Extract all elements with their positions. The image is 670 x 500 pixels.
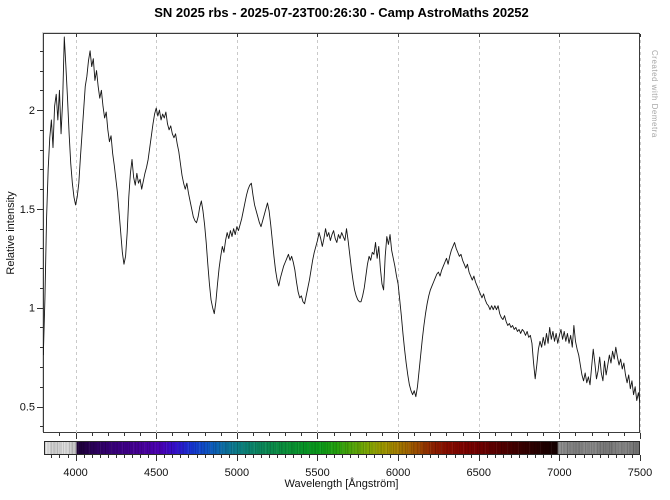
spectrum-curve [43, 36, 640, 403]
x-tick-label: 4500 [144, 467, 168, 479]
y-tick-label: 2 [29, 105, 35, 117]
colorbar-noise-texture-2 [45, 442, 639, 454]
x-axis-title: Wavelength [Ångström] [284, 478, 399, 490]
y-tick-label: 1.5 [20, 204, 35, 216]
x-tick-label: 6000 [386, 467, 410, 479]
x-tick-label: 6500 [466, 467, 490, 479]
wavelength-colorbar [44, 441, 640, 455]
x-tick-label: 7500 [628, 467, 652, 479]
x-tick-label: 4000 [63, 467, 87, 479]
x-tick-label: 7000 [547, 467, 571, 479]
x-tick-label: 5500 [305, 467, 329, 479]
chart-title: SN 2025 rbs - 2025-07-23T00:26:30 - Camp… [154, 5, 529, 20]
x-tick-label: 5000 [225, 467, 249, 479]
y-tick-label: 0.5 [20, 402, 35, 414]
plot-area [43, 33, 640, 433]
watermark-text: Created with Demetra [650, 50, 659, 138]
colorbar-noise-texture [45, 442, 639, 454]
y-tick-label: 1 [29, 303, 35, 315]
